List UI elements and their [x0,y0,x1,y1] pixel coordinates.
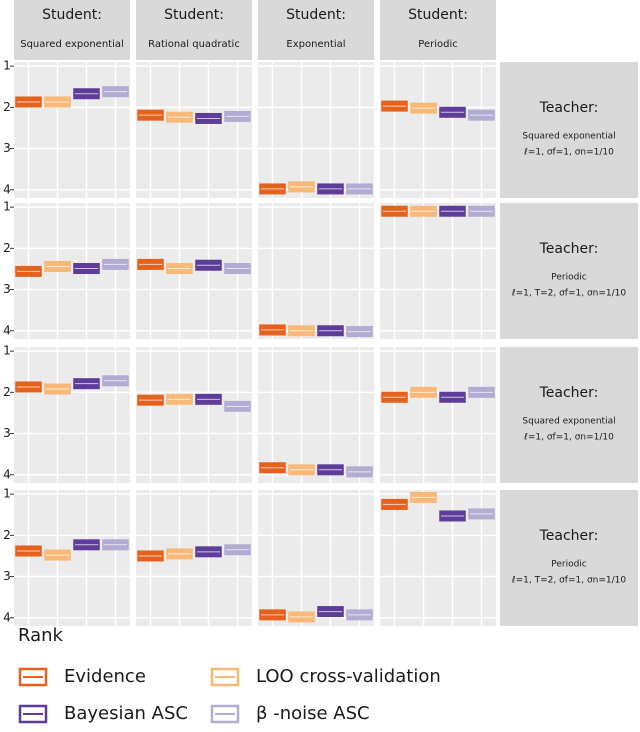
y-tick-label: 2 [3,528,11,542]
legend-label: LOO cross-validation [256,666,441,687]
row-strip [500,203,638,339]
panel [380,62,496,198]
column-strip [258,0,374,60]
panel [14,347,130,483]
row-sub: Squared exponential [522,417,615,427]
column-sub: Periodic [418,39,457,50]
y-tick-label: 4 [3,182,11,196]
legend-label: Evidence [64,666,146,687]
column-label: Student: [164,7,224,23]
column-strip [136,0,252,60]
column-strip [14,0,130,60]
column-label: Student: [408,7,468,23]
y-tick-label: 3 [3,141,11,155]
y-tick-label: 4 [3,323,11,337]
row-label: Teacher: [539,100,599,116]
y-tick-label: 1 [3,59,11,73]
y-tick-label: 2 [3,100,11,114]
row-params: ℓ=1, σf=1, σn=1/10 [523,433,614,443]
row-label: Teacher: [539,241,599,257]
row-params: ℓ=1, σf=1, σn=1/10 [523,148,614,158]
panel [258,347,374,483]
row-strip [500,490,638,626]
panel [258,203,374,339]
row-label: Teacher: [539,385,599,401]
y-tick-label: 2 [3,385,11,399]
panel [14,62,130,198]
y-tick-label: 1 [3,487,11,501]
row-strip [500,62,638,198]
row-params: ℓ=1, T=2, σf=1, σn=1/10 [511,576,626,586]
column-sub: Squared exponential [20,39,124,50]
panel [136,347,252,483]
y-tick-label: 4 [3,467,11,481]
y-tick-label: 3 [3,569,11,583]
column-sub: Exponential [286,39,345,50]
y-tick-label: 4 [3,610,11,624]
legend-label: β -noise ASC [256,703,370,724]
y-tick-label: 1 [3,200,11,214]
panel [14,490,130,626]
column-strip [380,0,496,60]
column-sub: Rational quadratic [148,39,240,50]
panel [258,490,374,626]
row-label: Teacher: [539,528,599,544]
row-strip [500,347,638,483]
row-sub: Periodic [551,273,587,283]
row-sub: Squared exponential [522,132,615,142]
column-label: Student: [286,7,346,23]
panel [258,62,374,198]
y-tick-label: 3 [3,426,11,440]
panel [380,347,496,483]
row-params: ℓ=1, T=2, σf=1, σn=1/10 [511,289,626,299]
y-tick-label: 1 [3,344,11,358]
legend-label: Bayesian ASC [64,703,188,724]
column-label: Student: [42,7,102,23]
legend-title: Rank [18,625,64,646]
row-sub: Periodic [551,560,587,570]
panel [380,203,496,339]
y-tick-label: 3 [3,282,11,296]
y-tick-label: 2 [3,241,11,255]
panel [136,62,252,198]
